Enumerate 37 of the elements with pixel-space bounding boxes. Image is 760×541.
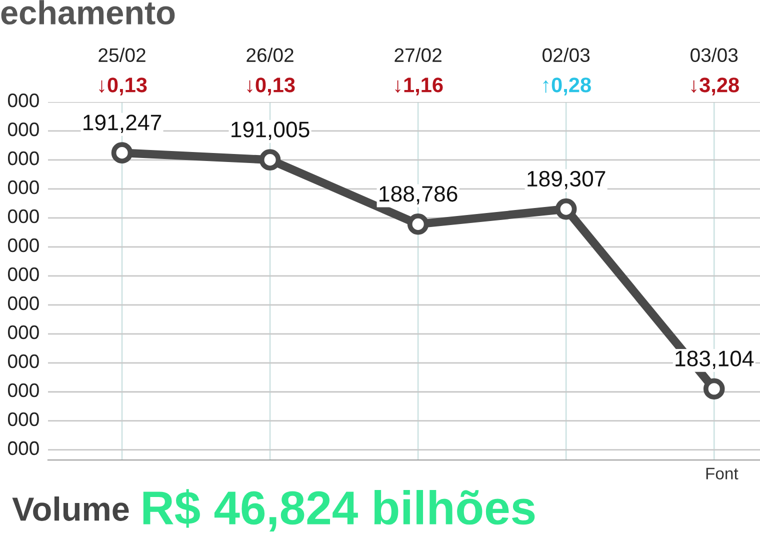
point [407,214,429,235]
data-label: 191,247 [84,114,162,133]
data-label: 188,786 [380,186,458,204]
point [703,378,725,400]
text: 000 [8,383,39,398]
text: Font [706,468,738,480]
text: ↓0,13 [247,78,295,96]
text: 000 [8,441,39,456]
text: Volume [12,496,129,521]
point [111,142,133,164]
x-tick-label: 26/02 [246,48,294,62]
text: 000 [8,412,39,426]
text: ↓0,13 [99,78,147,96]
data-label: 191,005 [232,122,310,140]
text: 000 [8,296,39,310]
x-tick-label: 27/02 [394,48,442,62]
x-tick-label: 02/03 [542,48,590,62]
text: 000 [8,209,39,224]
point [259,149,281,170]
x-tick-label: 03/03 [690,48,738,62]
text: 000 [8,93,39,108]
chart-title: echamento [1,0,175,25]
text: ↓3,28 [691,78,739,96]
text: 000 [8,180,39,194]
data-label: 189,307 [528,170,606,190]
x-tick-label: 25/02 [98,48,146,62]
text: 000 [8,354,39,368]
text: 000 [8,122,39,136]
text: ↓1,16 [395,78,443,96]
text: 000 [8,325,39,340]
text: 000 [8,151,39,166]
text: 000 [8,267,39,282]
data-label: 183,104 [676,350,754,370]
text: ↑0,28 [543,78,591,96]
text: 000 [8,238,39,252]
text: R$ 46,824 bilhões [143,489,535,532]
point [555,198,577,220]
